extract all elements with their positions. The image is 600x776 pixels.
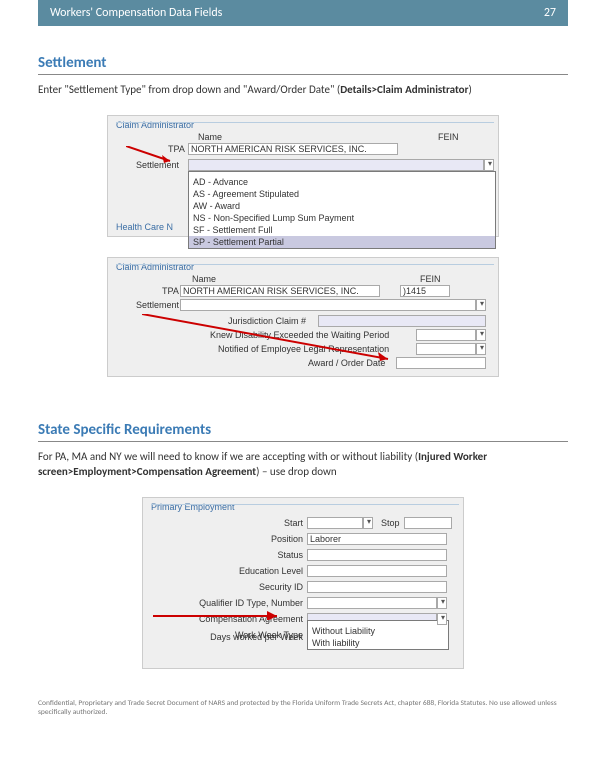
claim-admin-shot1: Claim Administrator Name FEIN TPA NORTH …: [107, 115, 499, 237]
option-with[interactable]: With liability: [308, 637, 448, 649]
settlement-options-list[interactable]: AD - Advance AS - Agreement Stipulated A…: [188, 171, 496, 249]
knew-dropdown[interactable]: [416, 329, 476, 341]
settlement-dropdown2[interactable]: [180, 299, 476, 311]
state-intro: For PA, MA and NY we will need to know i…: [38, 450, 568, 479]
settlement-intro: Enter "Settlement Type" from drop down a…: [38, 83, 568, 97]
tpa-input2[interactable]: NORTH AMERICAN RISK SERVICES, INC.: [180, 285, 380, 297]
option-sf[interactable]: SF - Settlement Full: [189, 224, 495, 236]
settlement-heading: Settlement: [38, 54, 568, 75]
notified-dropdown[interactable]: [416, 343, 476, 355]
state-heading: State Specific Requirements: [38, 421, 568, 442]
education-input[interactable]: [307, 565, 447, 577]
option-aw[interactable]: AW - Award: [189, 200, 495, 212]
qualifier-input[interactable]: [307, 597, 437, 609]
red-arrow-icon: [142, 314, 392, 364]
start-input[interactable]: [307, 517, 363, 529]
red-arrow-icon: [126, 146, 176, 166]
option-as[interactable]: AS - Agreement Stipulated: [189, 188, 495, 200]
fein-input[interactable]: )1415: [400, 285, 450, 297]
red-arrow-icon: [153, 598, 283, 620]
settlement-dropdown-arrow[interactable]: [484, 159, 494, 171]
primary-employment-shot: Primary Employment Start Stop Position L…: [142, 497, 464, 669]
security-input[interactable]: [307, 581, 447, 593]
header-page: 27: [544, 6, 556, 20]
settlement-dropdown[interactable]: [188, 159, 484, 171]
footer-text: Confidential, Proprietary and Trade Secr…: [38, 699, 568, 717]
claim-admin-shot2: Claim Administrator Name FEIN TPA NORTH …: [107, 257, 499, 377]
position-input[interactable]: Laborer: [307, 533, 447, 545]
header-bar: Workers' Compensation Data Fields 27: [38, 0, 568, 26]
status-input[interactable]: [307, 549, 447, 561]
tpa-input[interactable]: NORTH AMERICAN RISK SERVICES, INC.: [188, 143, 398, 155]
award-date-input[interactable]: [396, 357, 486, 369]
stop-input[interactable]: [404, 517, 452, 529]
option-ad[interactable]: AD - Advance: [189, 176, 495, 188]
fein-header: FEIN: [438, 132, 459, 142]
header-title: Workers' Compensation Data Fields: [50, 6, 222, 20]
option-ns[interactable]: NS - Non-Specified Lump Sum Payment: [189, 212, 495, 224]
option-sp[interactable]: SP - Settlement Partial: [189, 236, 495, 248]
comp-options-list[interactable]: Without Liability With liability: [307, 620, 449, 650]
healthcare-label: Health Care N: [116, 222, 173, 232]
name-header: Name: [198, 132, 222, 142]
option-without[interactable]: Without Liability: [308, 625, 448, 637]
